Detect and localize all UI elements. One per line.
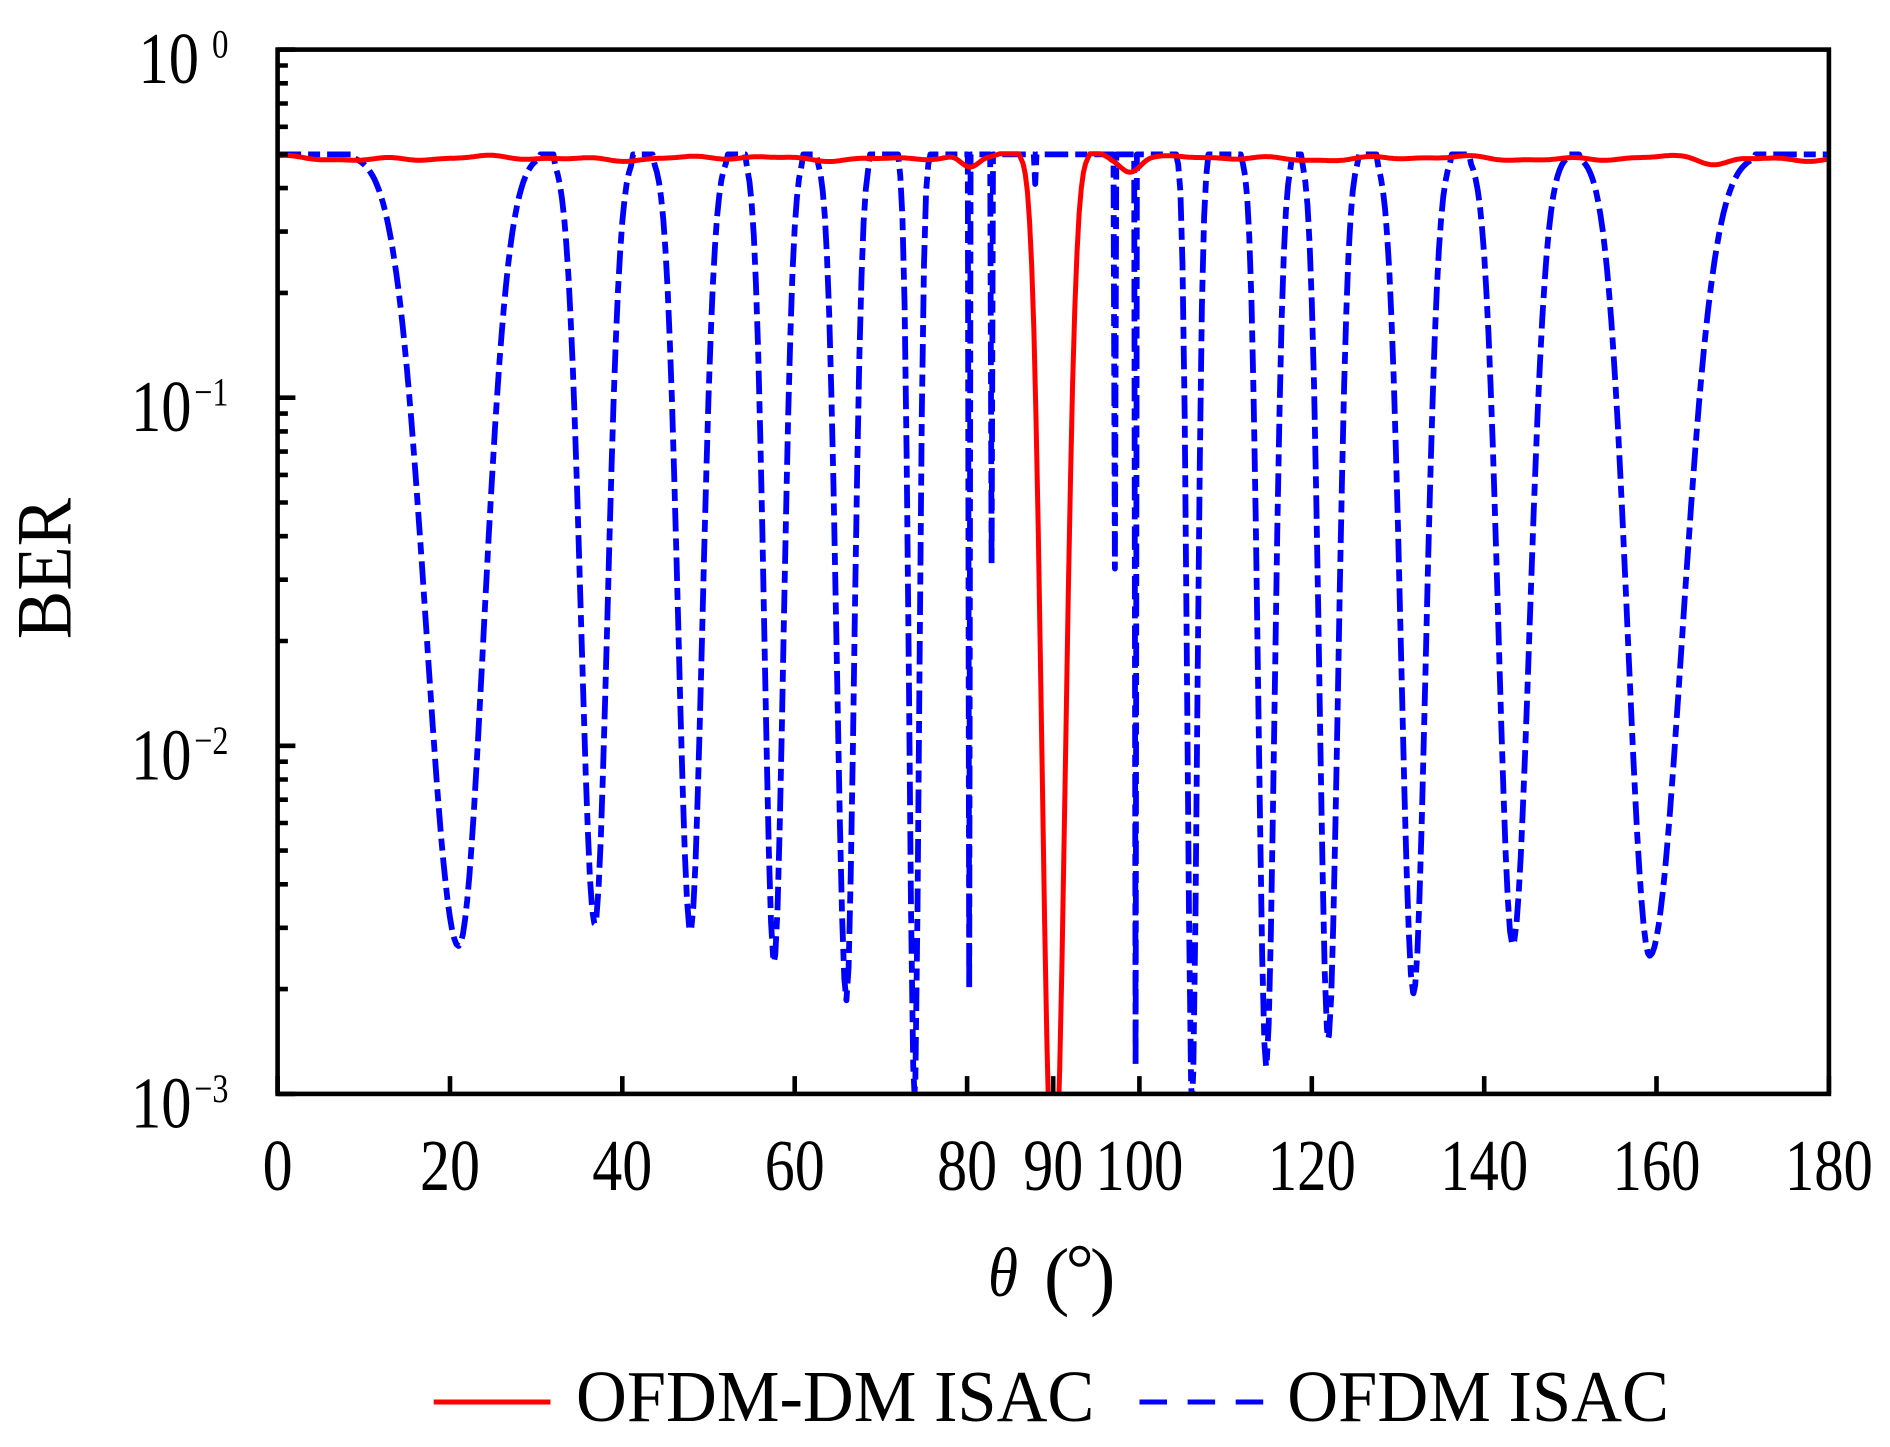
svg-text:OFDM-DM ISAC: OFDM-DM ISAC <box>576 1356 1094 1437</box>
svg-text:20: 20 <box>420 1125 480 1206</box>
svg-text:BER: BER <box>1 498 88 640</box>
svg-text:0: 0 <box>263 1125 293 1206</box>
svg-text:120: 120 <box>1268 1125 1356 1206</box>
svg-text:10: 10 <box>131 1062 192 1143</box>
svg-text:0: 0 <box>212 22 229 67</box>
svg-text:−2: −2 <box>194 718 228 763</box>
svg-text:100: 100 <box>1095 1125 1183 1206</box>
svg-text:−1: −1 <box>194 370 228 415</box>
svg-text:140: 140 <box>1440 1125 1528 1206</box>
svg-text:90: 90 <box>1023 1125 1083 1206</box>
svg-text:10: 10 <box>139 18 200 99</box>
svg-text:10: 10 <box>131 366 192 447</box>
svg-text:160: 160 <box>1613 1125 1701 1206</box>
svg-text:): ) <box>1090 1234 1115 1318</box>
svg-text:(: ( <box>1044 1234 1069 1318</box>
svg-text:−3: −3 <box>194 1066 228 1111</box>
svg-text:80: 80 <box>937 1125 997 1206</box>
svg-text:40: 40 <box>592 1125 652 1206</box>
svg-text:OFDM ISAC: OFDM ISAC <box>1287 1356 1669 1437</box>
svg-text:10: 10 <box>131 714 192 795</box>
svg-text:60: 60 <box>765 1125 825 1206</box>
svg-text:180: 180 <box>1785 1125 1873 1206</box>
svg-text:θ: θ <box>988 1235 1018 1312</box>
